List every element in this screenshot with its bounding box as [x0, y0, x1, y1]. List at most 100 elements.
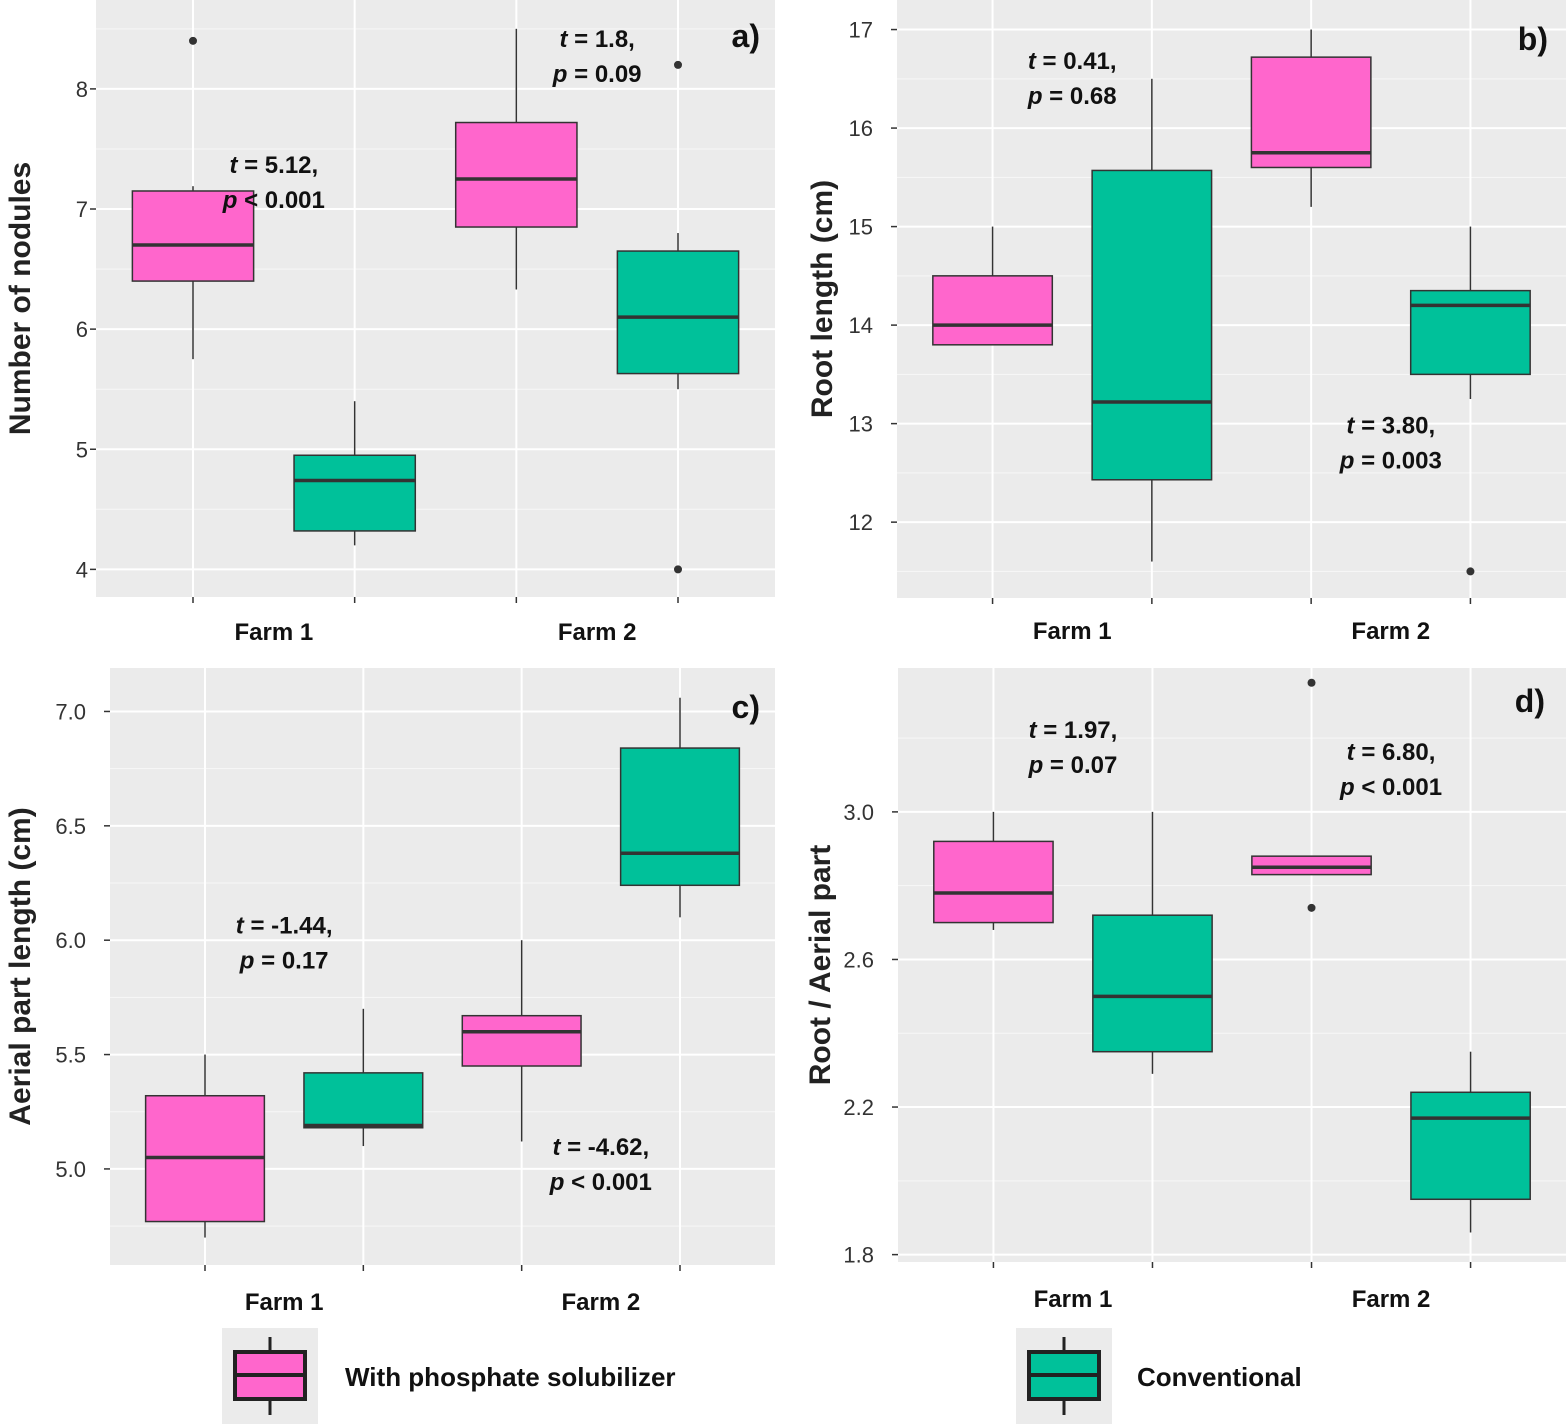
y-tick-label: 1.8	[843, 1243, 874, 1268]
stat-symbol: p	[239, 947, 255, 974]
stat-annotation: p = 0.003	[1339, 447, 1442, 474]
stat-symbol: t	[559, 26, 568, 53]
stat-symbol: p	[549, 1169, 565, 1196]
y-tick-label: 12	[849, 510, 873, 535]
stat-symbol: p	[1339, 447, 1355, 474]
stat-value: = 0.41,	[1036, 48, 1117, 75]
y-axis-title: Root length (cm)	[806, 180, 839, 418]
x-category-label: Farm 2	[561, 1289, 640, 1316]
stat-symbol: p	[1339, 774, 1355, 801]
box-iqr	[619, 747, 741, 887]
box-iqr	[1409, 289, 1531, 376]
panel-b: 12 13 14 15 16 17 Farm 1 Farm 2 Root length (cm)…	[806, 0, 1566, 645]
box-iqr	[461, 1014, 582, 1067]
box-farm2-conventional	[1410, 1051, 1531, 1233]
y-tick-label: 6.0	[55, 928, 86, 953]
stat-annotation: p = 0.07	[1028, 752, 1118, 779]
stat-symbol: t	[1028, 48, 1037, 75]
y-tick-label: 2.2	[843, 1095, 874, 1120]
box-iqr	[616, 250, 740, 375]
box-iqr	[1092, 914, 1213, 1053]
stat-annotation: t = 6.80,	[1347, 739, 1436, 766]
stat-annotation: t = -1.44,	[236, 912, 333, 939]
outlier-point	[1307, 678, 1316, 687]
box-iqr	[303, 1072, 424, 1129]
stat-annotation: p < 0.001	[222, 187, 325, 214]
stat-annotation: t = 1.8,	[559, 26, 634, 53]
stat-value: < 0.001	[564, 1169, 651, 1196]
stat-value: = 0.003	[1354, 447, 1441, 474]
box-farm1-conventional	[1092, 811, 1213, 1074]
stat-annotation: t = 1.97,	[1029, 717, 1118, 744]
outlier-point	[674, 565, 682, 574]
box-farm2-treated	[454, 28, 578, 290]
box-farm2-conventional	[616, 60, 740, 574]
y-tick-label: 5	[76, 437, 88, 462]
panel-d: 1.8 2.2 2.6 3.0 Farm 1 Farm 2 Root / Aerial pa…	[804, 668, 1566, 1313]
stat-annotation: p < 0.001	[549, 1169, 652, 1196]
box-farm1-treated	[932, 226, 1054, 346]
panel-c: 5.0 5.5 6.0 6.5 7.0 Farm 1 Farm 2 Aerial part l…	[4, 668, 775, 1316]
outlier-point	[674, 60, 682, 69]
x-category-label: Farm 1	[1034, 1286, 1113, 1313]
box-iqr	[932, 275, 1054, 346]
x-category-label: Farm 1	[234, 619, 313, 646]
stat-symbol: t	[552, 1134, 561, 1161]
y-tick-label: 16	[849, 116, 873, 141]
box-farm2-conventional	[1409, 226, 1531, 576]
stat-value: = 5.12,	[237, 152, 318, 179]
stat-value: = -4.62,	[560, 1134, 649, 1161]
box-farm2-treated	[1251, 678, 1372, 912]
stat-symbol: p	[552, 61, 568, 88]
y-tick-label: 2.6	[843, 947, 874, 972]
box-farm1-conventional	[1091, 78, 1213, 562]
y-tick-label: 7.0	[55, 699, 86, 724]
box-iqr	[1410, 1091, 1531, 1201]
stat-annotation: p < 0.001	[1339, 774, 1442, 801]
box-iqr	[293, 454, 417, 532]
stat-value: = 0.07	[1043, 752, 1117, 779]
box-farm1-conventional	[293, 401, 417, 546]
y-tick-label: 17	[849, 18, 873, 43]
stat-value: = 0.68	[1043, 83, 1117, 110]
legend-label: Conventional	[1137, 1362, 1302, 1392]
outlier-point	[1466, 567, 1475, 576]
panel-label: c)	[732, 689, 760, 725]
box-iqr	[1250, 56, 1372, 169]
stat-annotation: t = -4.62,	[552, 1134, 649, 1161]
stat-symbol: t	[236, 912, 245, 939]
stat-value: < 0.001	[1355, 774, 1442, 801]
box-farm2-conventional	[619, 697, 741, 918]
y-tick-label: 7	[76, 197, 88, 222]
y-axis-title: Root / Aerial part	[804, 845, 837, 1086]
stat-annotation: p = 0.68	[1027, 83, 1117, 110]
stat-value: = 1.97,	[1037, 717, 1118, 744]
legend-label: With phosphate solubilizer	[345, 1362, 676, 1392]
y-tick-label: 6	[76, 317, 88, 342]
legend-item-conventional: Conventional	[1016, 1328, 1302, 1424]
outlier-point	[1307, 903, 1316, 912]
y-tick-label: 3.0	[843, 800, 874, 825]
y-tick-label: 13	[849, 412, 873, 437]
x-category-label: Farm 2	[1352, 1286, 1431, 1313]
panel-label: b)	[1518, 21, 1548, 57]
box-farm1-treated	[144, 1054, 266, 1238]
stat-symbol: t	[1347, 739, 1356, 766]
stat-value: < 0.001	[237, 187, 324, 214]
x-category-label: Farm 2	[1351, 618, 1430, 645]
y-axis-title: Number of nodules	[4, 162, 37, 435]
box-farm2-treated	[1250, 29, 1372, 207]
stat-value: = 6.80,	[1355, 739, 1436, 766]
stat-annotation: t = 3.80,	[1346, 412, 1435, 439]
stat-symbol: p	[222, 187, 238, 214]
stat-value: = -1.44,	[244, 912, 333, 939]
y-tick-label: 6.5	[55, 814, 86, 839]
stat-annotation: p = 0.09	[552, 61, 642, 88]
stat-value: = 0.09	[567, 61, 641, 88]
box-farm1-treated	[131, 36, 255, 360]
box-farm1-treated	[933, 811, 1054, 930]
box-farm2-treated	[461, 940, 582, 1142]
box-iqr	[454, 121, 578, 228]
stat-annotation: t = 0.41,	[1028, 48, 1117, 75]
